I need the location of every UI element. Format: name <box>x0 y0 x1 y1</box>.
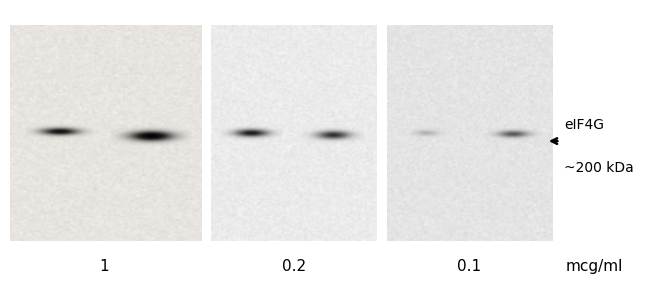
Text: mcg/ml: mcg/ml <box>566 259 623 274</box>
Text: 0.1: 0.1 <box>457 259 482 274</box>
Text: 1: 1 <box>99 259 109 274</box>
Text: ~200 kDa: ~200 kDa <box>564 161 634 175</box>
Text: eIF4G: eIF4G <box>564 118 605 133</box>
Text: 0.2: 0.2 <box>281 259 306 274</box>
